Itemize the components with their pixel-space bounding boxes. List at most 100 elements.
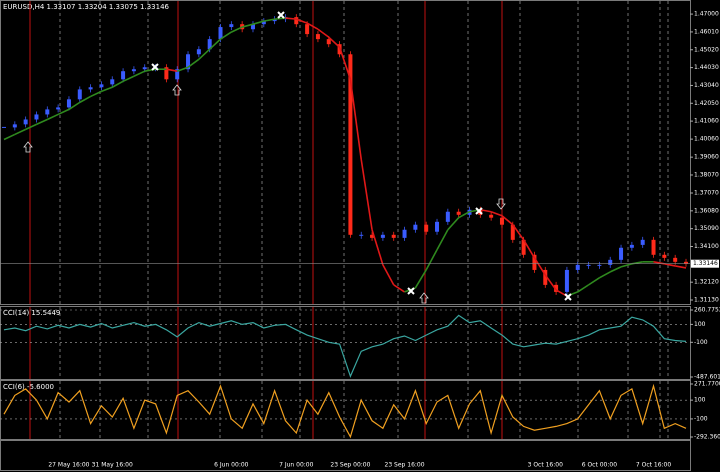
candle: [651, 239, 656, 255]
ma-line: [285, 17, 297, 20]
ma-line: [36, 118, 48, 126]
x-tick-label: 7 Oct 16:00: [636, 462, 671, 469]
y-tick-label: 1.41060: [694, 118, 719, 125]
y-tick-label: 271.7700: [694, 381, 720, 388]
cci14-title: CCI(14) 15.5449: [3, 309, 60, 317]
candle: [315, 34, 320, 40]
ma-line: [46, 113, 59, 121]
y-tick-label: 1.35090: [694, 225, 719, 232]
candle: [402, 229, 407, 238]
panel-frame: [0, 306, 691, 380]
candle: [673, 257, 678, 262]
candle: [88, 87, 93, 90]
ma-line: [436, 229, 449, 251]
signal-arrow: [172, 84, 182, 96]
candle: [142, 67, 147, 70]
ma-line: [490, 210, 503, 217]
ma-line: [198, 48, 211, 60]
ma-line: [458, 211, 470, 219]
ma-line: [328, 36, 341, 48]
candle: [575, 264, 580, 270]
ma-line: [101, 86, 113, 93]
candle: [23, 119, 28, 125]
ma-line: [133, 70, 146, 77]
ma-line: [512, 224, 525, 241]
x-tick-label: 6 Jun 00:00: [214, 462, 248, 469]
y-tick-label: -100: [694, 415, 708, 422]
y-tick-label: 100: [694, 397, 706, 404]
candle: [326, 39, 331, 45]
y-tick-label: 260.7753: [694, 307, 720, 314]
ma-line: [360, 159, 373, 230]
candle: [380, 234, 385, 238]
candle: [521, 239, 526, 255]
x-tick-label: 3 Oct 16:00: [528, 462, 563, 469]
signal-arrow: [496, 198, 506, 210]
candle: [597, 264, 602, 266]
candle: [554, 284, 559, 292]
signal-cross: [277, 11, 285, 19]
y-tick-label: 1.45020: [694, 46, 719, 53]
panel-frame: [0, 0, 691, 305]
candle: [684, 261, 688, 264]
ma-line: [14, 128, 26, 136]
ma-line: [675, 265, 687, 269]
ma-line: [25, 123, 37, 131]
ma-line: [241, 23, 254, 28]
candle: [77, 89, 82, 100]
ma-line: [57, 108, 70, 116]
ma-line: [317, 28, 330, 38]
panel-frame: [0, 380, 691, 440]
y-tick-label: 1.37070: [694, 189, 719, 196]
x-tick-label: 31 May 16:00: [92, 462, 133, 469]
indicator-line: [3, 383, 687, 439]
ma-line: [176, 66, 189, 72]
candle: [348, 54, 353, 235]
x-tick-label: 27 May 16:00: [48, 462, 89, 469]
candle: [445, 211, 450, 222]
signal-cross: [151, 63, 159, 71]
ma-line: [306, 22, 319, 30]
y-tick-label: -487.601: [694, 374, 720, 381]
ma-line: [296, 18, 308, 24]
last-price-label: 1.33146: [693, 260, 718, 267]
candle: [207, 39, 212, 50]
candle: [175, 69, 180, 80]
candle: [261, 21, 266, 25]
x-tick-label: 23 Sep 16:00: [385, 462, 425, 469]
signal-cross: [407, 287, 415, 295]
candle: [543, 269, 548, 285]
y-tick-label: 1.32120: [694, 279, 719, 286]
candle: [196, 49, 201, 55]
ma-line: [166, 68, 178, 72]
ma-line: [3, 133, 16, 141]
ma-line: [252, 20, 265, 25]
ma-line: [220, 31, 232, 40]
ma-line: [382, 264, 395, 286]
candle: [456, 211, 461, 215]
y-tick-label: 1.42050: [694, 100, 719, 107]
ma-line: [425, 249, 438, 271]
y-tick-label: 1.40060: [694, 136, 719, 143]
candle: [619, 247, 624, 260]
candle: [250, 24, 255, 30]
y-tick-label: 1.34100: [694, 243, 719, 250]
candle: [99, 84, 104, 88]
signal-arrow: [419, 292, 429, 304]
candle: [586, 264, 591, 266]
candle: [272, 19, 277, 22]
x-tick-label: 7 Jun 00:00: [279, 462, 313, 469]
y-tick-label: 1.43040: [694, 82, 719, 89]
last-price-box: [691, 259, 719, 268]
candle: [499, 217, 504, 225]
y-tick-label: 1.44030: [694, 64, 719, 71]
ma-line: [599, 271, 611, 279]
ma-line: [588, 277, 600, 286]
candle: [370, 234, 375, 238]
ma-line: [544, 274, 557, 291]
y-tick-label: 100: [694, 321, 706, 328]
candle: [435, 221, 440, 232]
indicator-line: [3, 314, 687, 378]
